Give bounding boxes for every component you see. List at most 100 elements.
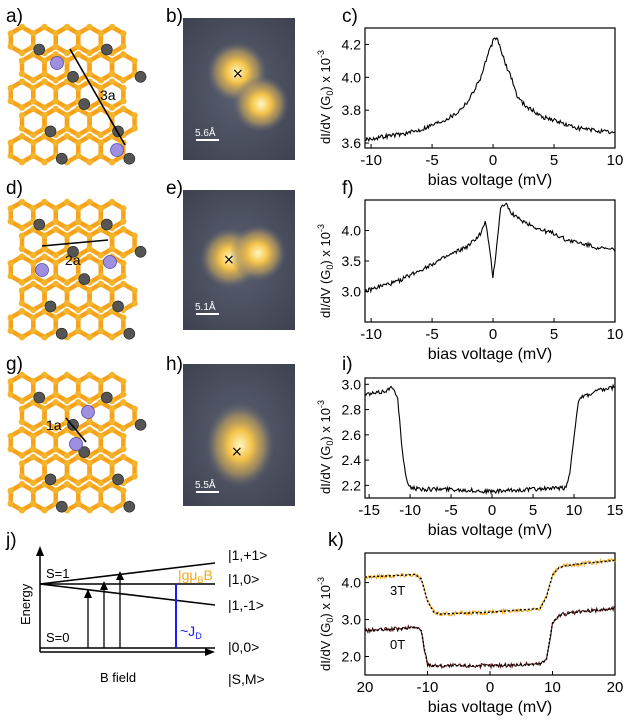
carbon-atom — [52, 105, 59, 113]
carbon-atom — [86, 473, 93, 480]
distance-label: 1a — [46, 417, 62, 433]
carbon-atom — [7, 272, 14, 280]
carbon-atom — [30, 97, 37, 105]
hydrogen-atom — [33, 218, 46, 231]
carbon-atom — [30, 131, 37, 139]
scalebar-label-e: 5.1Å — [195, 300, 216, 313]
carbon-atom — [120, 43, 127, 50]
tip-position-marker: × — [232, 66, 244, 82]
series-line — [364, 605, 616, 670]
carbon-atom — [41, 253, 48, 260]
carbon-atom — [18, 224, 26, 232]
carbon-atom — [18, 334, 26, 341]
carbon-atom — [41, 452, 48, 459]
carbon-atom — [7, 152, 14, 159]
panel-label-k: k) — [328, 530, 344, 551]
carbon-atom — [97, 487, 105, 494]
carbon-atom — [131, 57, 138, 64]
hydrogen-atom — [101, 391, 113, 404]
hex-ring — [76, 372, 104, 404]
panel-label-c: c) — [342, 6, 358, 27]
carbon-atom — [41, 245, 48, 252]
hex-ring — [87, 454, 115, 486]
hex-ring — [19, 281, 47, 313]
series-label: 0T — [390, 637, 405, 652]
energy-diagram: Energy B field S=1 S=0 |1,+1> |1,0> |1,-… — [18, 546, 267, 687]
carbon-atom — [7, 97, 14, 105]
carbon-atom — [97, 205, 105, 212]
carbon-atom — [120, 378, 127, 385]
carbon-atom — [18, 57, 26, 64]
hex-ring — [42, 227, 70, 258]
carbon-atom — [120, 84, 127, 92]
x-tick-label: 0 — [489, 326, 497, 343]
carbon-atom — [131, 125, 138, 132]
carbon-atom — [18, 507, 26, 514]
hex-ring — [8, 427, 36, 458]
hex-ring — [98, 481, 126, 513]
carbon-atom — [120, 77, 127, 84]
carbon-atom — [30, 479, 37, 487]
carbon-atom — [7, 445, 14, 453]
hex-ring — [64, 454, 92, 486]
series-line — [364, 202, 616, 294]
dopant-atom — [110, 143, 124, 157]
carbon-atom — [30, 327, 37, 334]
distance-bar — [41, 239, 109, 247]
x-tick-label: -15 — [358, 502, 380, 519]
carbon-atom — [30, 432, 37, 440]
hex-ring — [76, 481, 104, 513]
carbon-atom — [63, 473, 71, 480]
carbon-atom — [108, 245, 116, 252]
level-plus1-line — [39, 562, 216, 585]
hydrogen-atom — [44, 300, 57, 313]
level-label-p1: |1,+1> — [228, 547, 267, 563]
dopant-atom — [35, 263, 49, 277]
lattice-model-a: 3a — [7, 23, 147, 166]
carbon-atom — [75, 487, 82, 494]
carbon-atom — [30, 378, 37, 385]
carbon-atom — [41, 405, 48, 412]
carbon-atom — [18, 405, 26, 412]
carbon-atom — [63, 308, 71, 315]
carbon-atom — [120, 30, 127, 37]
carbon-atom — [86, 334, 93, 341]
level-label-m1: |1,-1> — [228, 597, 264, 613]
carbon-atom — [97, 131, 105, 139]
carbon-atom — [63, 452, 71, 459]
carbon-atom — [30, 105, 37, 113]
x-axis-label: bias voltage (mV) — [428, 172, 553, 189]
carbon-atom — [131, 473, 138, 480]
x-tick-label: 10 — [607, 152, 624, 169]
carbon-atom — [63, 57, 71, 64]
hex-ring — [87, 106, 115, 138]
carbon-atom — [75, 84, 82, 92]
panel-label-j: j) — [6, 530, 17, 551]
x-tick-label: 0 — [488, 502, 496, 519]
carbon-atom — [75, 131, 82, 139]
carbon-atom — [52, 399, 59, 406]
hydrogen-atom — [123, 152, 136, 165]
plot-frame — [364, 552, 616, 676]
stm-image-b: × 5.6Å — [183, 18, 295, 160]
hydrogen-atom — [67, 71, 79, 83]
carbon-atom — [97, 84, 105, 92]
carbon-atom — [108, 418, 116, 425]
carbon-atom — [18, 481, 26, 488]
carbon-atom — [18, 279, 26, 286]
x-axis-label: bias voltage (mV) — [428, 699, 553, 716]
hydrogen-atom — [44, 125, 57, 138]
hex-ring — [76, 24, 104, 56]
carbon-atom — [52, 272, 59, 280]
hydrogen-atom — [123, 500, 136, 513]
y-axis-label: dI/dV (G0) x 10-3 — [316, 50, 335, 144]
tip-position-marker: × — [231, 444, 243, 460]
carbon-atom — [7, 139, 14, 146]
panel-label-a: a) — [6, 6, 23, 27]
chart-f: -10 -5 0 5 10 3.0 3.5 4.0 bias voltage (mV) dI/dV… — [316, 199, 623, 363]
y-tick-label: 4.0 — [342, 575, 362, 591]
carbon-atom — [120, 218, 127, 225]
carbon-atom — [18, 125, 26, 132]
carbon-atom — [75, 399, 82, 406]
carbon-atom — [52, 84, 59, 92]
